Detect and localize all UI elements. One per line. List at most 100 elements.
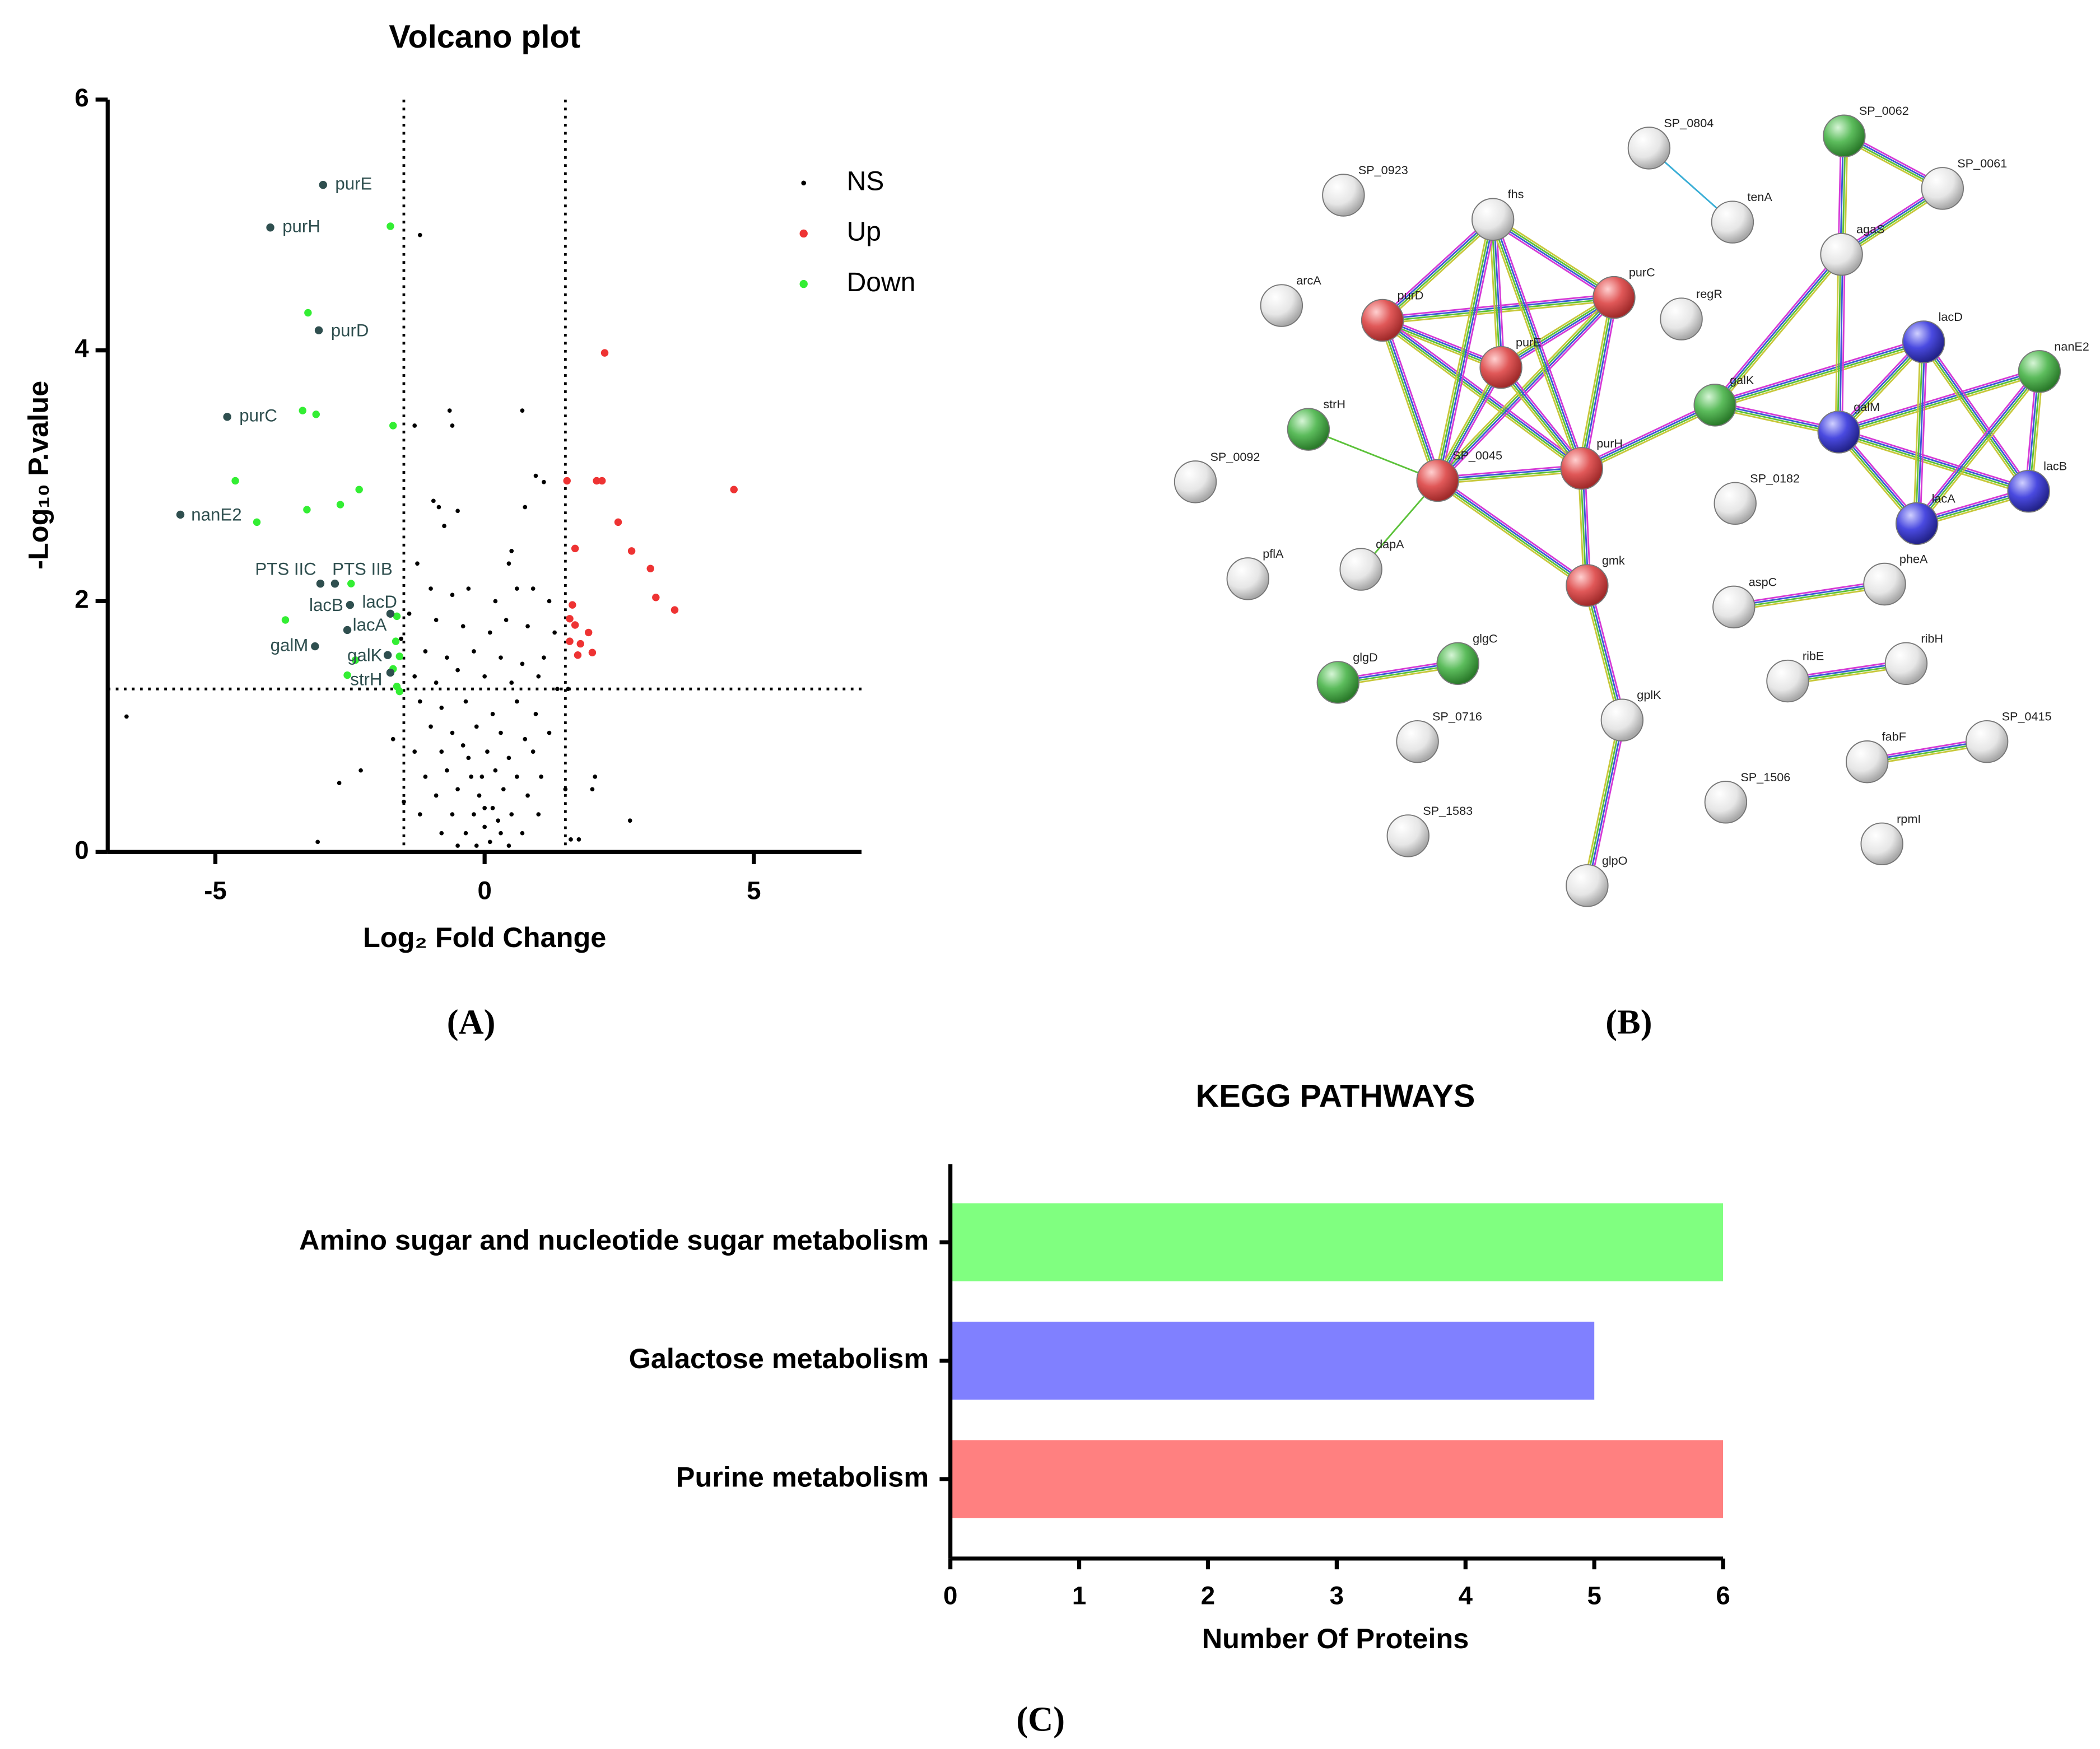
data-point [434, 618, 439, 622]
annotated-point [346, 600, 355, 609]
data-point [588, 649, 597, 656]
network-node [1846, 740, 1889, 783]
node-label: fabF [1882, 730, 1906, 744]
node-label: galM [1854, 400, 1880, 414]
network-edge [1840, 374, 2041, 436]
network-node [1416, 459, 1459, 502]
network-edge [1734, 584, 1885, 609]
bar [950, 1203, 1724, 1281]
data-point [627, 547, 636, 555]
y-axis-label: -Log₁₀ P.value [22, 381, 54, 570]
data-point [469, 775, 473, 779]
network-edge [1436, 219, 1493, 481]
network-edge [1917, 371, 2041, 525]
network-edge [1837, 434, 2028, 496]
data-point [584, 628, 593, 637]
annotated-point [386, 668, 395, 677]
node-label: SP_0182 [1750, 471, 1800, 485]
network-edge [1435, 295, 1613, 479]
network-edge [1734, 586, 1885, 611]
network-edge [1583, 586, 1620, 721]
data-point [460, 743, 465, 748]
data-point [571, 621, 579, 629]
annotated-point [316, 579, 325, 588]
network-edge [1381, 218, 1493, 320]
data-point [429, 724, 433, 729]
data-point [563, 787, 568, 792]
data-point [542, 655, 546, 660]
data-point [514, 775, 519, 779]
node-label: glpO [1602, 853, 1628, 867]
network-edge [1493, 217, 1615, 297]
y-tick-label: 2 [74, 585, 89, 614]
data-point [455, 509, 460, 514]
data-point [412, 423, 417, 428]
data-point [574, 651, 582, 659]
panel-label: (A) [447, 1002, 496, 1042]
data-point [566, 687, 570, 692]
network-edge [1382, 319, 1440, 481]
network-edge [1919, 342, 1928, 524]
annotated-point [266, 223, 274, 232]
network-edge [1838, 371, 2040, 434]
data-point [514, 586, 519, 591]
network-node [1627, 127, 1671, 170]
bar [950, 1440, 1724, 1518]
data-point [417, 699, 422, 704]
data-point [542, 479, 546, 484]
network-node [1479, 346, 1522, 389]
network-edge [1714, 340, 1924, 405]
network-edge [1502, 299, 1617, 371]
panel-label: (C) [1016, 1699, 1065, 1738]
data-point [460, 624, 465, 629]
annotation: purH [282, 216, 320, 236]
data-point [392, 637, 400, 645]
node-label: arcA [1296, 273, 1321, 287]
data-point [646, 565, 654, 572]
node-label: SP_1583 [1423, 804, 1473, 818]
data-point [576, 837, 581, 842]
annotated-point [383, 651, 392, 659]
network-edge [1491, 219, 1582, 469]
data-point [482, 806, 487, 810]
data-point [407, 611, 412, 616]
network-edge [1713, 338, 1923, 403]
data-point [479, 775, 485, 779]
data-point [504, 618, 509, 622]
data-point [423, 649, 428, 654]
network-edge [1384, 221, 1496, 324]
data-point [450, 730, 455, 735]
network-node [1860, 822, 1903, 866]
data-point [499, 831, 503, 836]
annotated-point [343, 626, 352, 635]
data-point [506, 843, 511, 848]
network-edge [1493, 219, 1503, 368]
network-edge [1440, 369, 1505, 483]
node-label: lacA [1932, 491, 1956, 505]
data-point [472, 812, 476, 817]
data-point [482, 824, 487, 829]
network-edge [1437, 466, 1582, 481]
y-tick-label: 4 [74, 334, 89, 363]
node-label: nanE2 [2054, 339, 2089, 353]
data-point [598, 477, 606, 485]
data-point [303, 506, 311, 514]
y-tick-label: Galactose metabolism [629, 1342, 929, 1374]
data-point [466, 755, 471, 761]
node-label: gmk [1602, 553, 1625, 567]
x-tick-label: 1 [1072, 1582, 1086, 1610]
network-edge [1716, 256, 1845, 408]
data-point [509, 549, 514, 553]
data-point [487, 630, 492, 635]
network-edge [1497, 369, 1580, 471]
data-point [439, 705, 444, 710]
annotated-point [311, 642, 319, 651]
x-axis-label: Log₂ Fold Change [363, 921, 606, 953]
network-edge [1308, 428, 1438, 482]
x-tick-label: 6 [1716, 1582, 1730, 1610]
network-edge [1915, 370, 2040, 524]
data-point [455, 787, 460, 792]
node-label: fhs [1508, 187, 1524, 201]
data-point [536, 812, 541, 817]
network-node [1471, 198, 1515, 241]
